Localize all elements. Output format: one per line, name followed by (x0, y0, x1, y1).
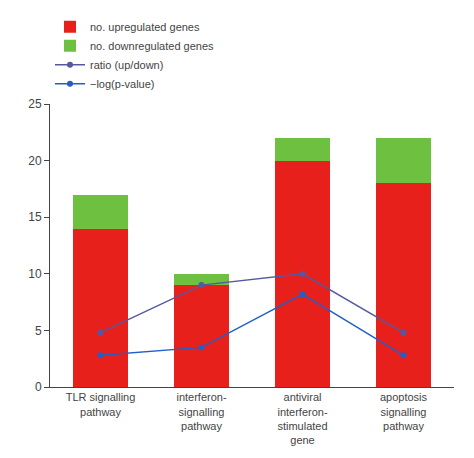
svg-text:25: 25 (28, 97, 42, 111)
svg-text:5: 5 (35, 324, 42, 338)
svg-text:apoptosissignallingpathway: apoptosissignallingpathway (380, 391, 428, 432)
svg-text:ratio (up/down): ratio (up/down) (90, 59, 163, 71)
svg-text:20: 20 (28, 154, 42, 168)
svg-text:−log(p-value): −log(p-value) (90, 78, 155, 90)
svg-text:no. upregulated genes: no. upregulated genes (90, 21, 200, 33)
svg-text:15: 15 (28, 210, 42, 224)
svg-text:antiviralinterferon-stimulated: antiviralinterferon-stimulatedgene (277, 391, 327, 446)
svg-text:interferon-signallingpathway: interferon-signallingpathway (176, 391, 226, 432)
svg-text:10: 10 (28, 267, 42, 281)
svg-text:no. downregulated genes: no. downregulated genes (90, 40, 214, 52)
svg-text:TLR signallingpathway: TLR signallingpathway (66, 391, 136, 417)
svg-text:0: 0 (35, 380, 42, 394)
